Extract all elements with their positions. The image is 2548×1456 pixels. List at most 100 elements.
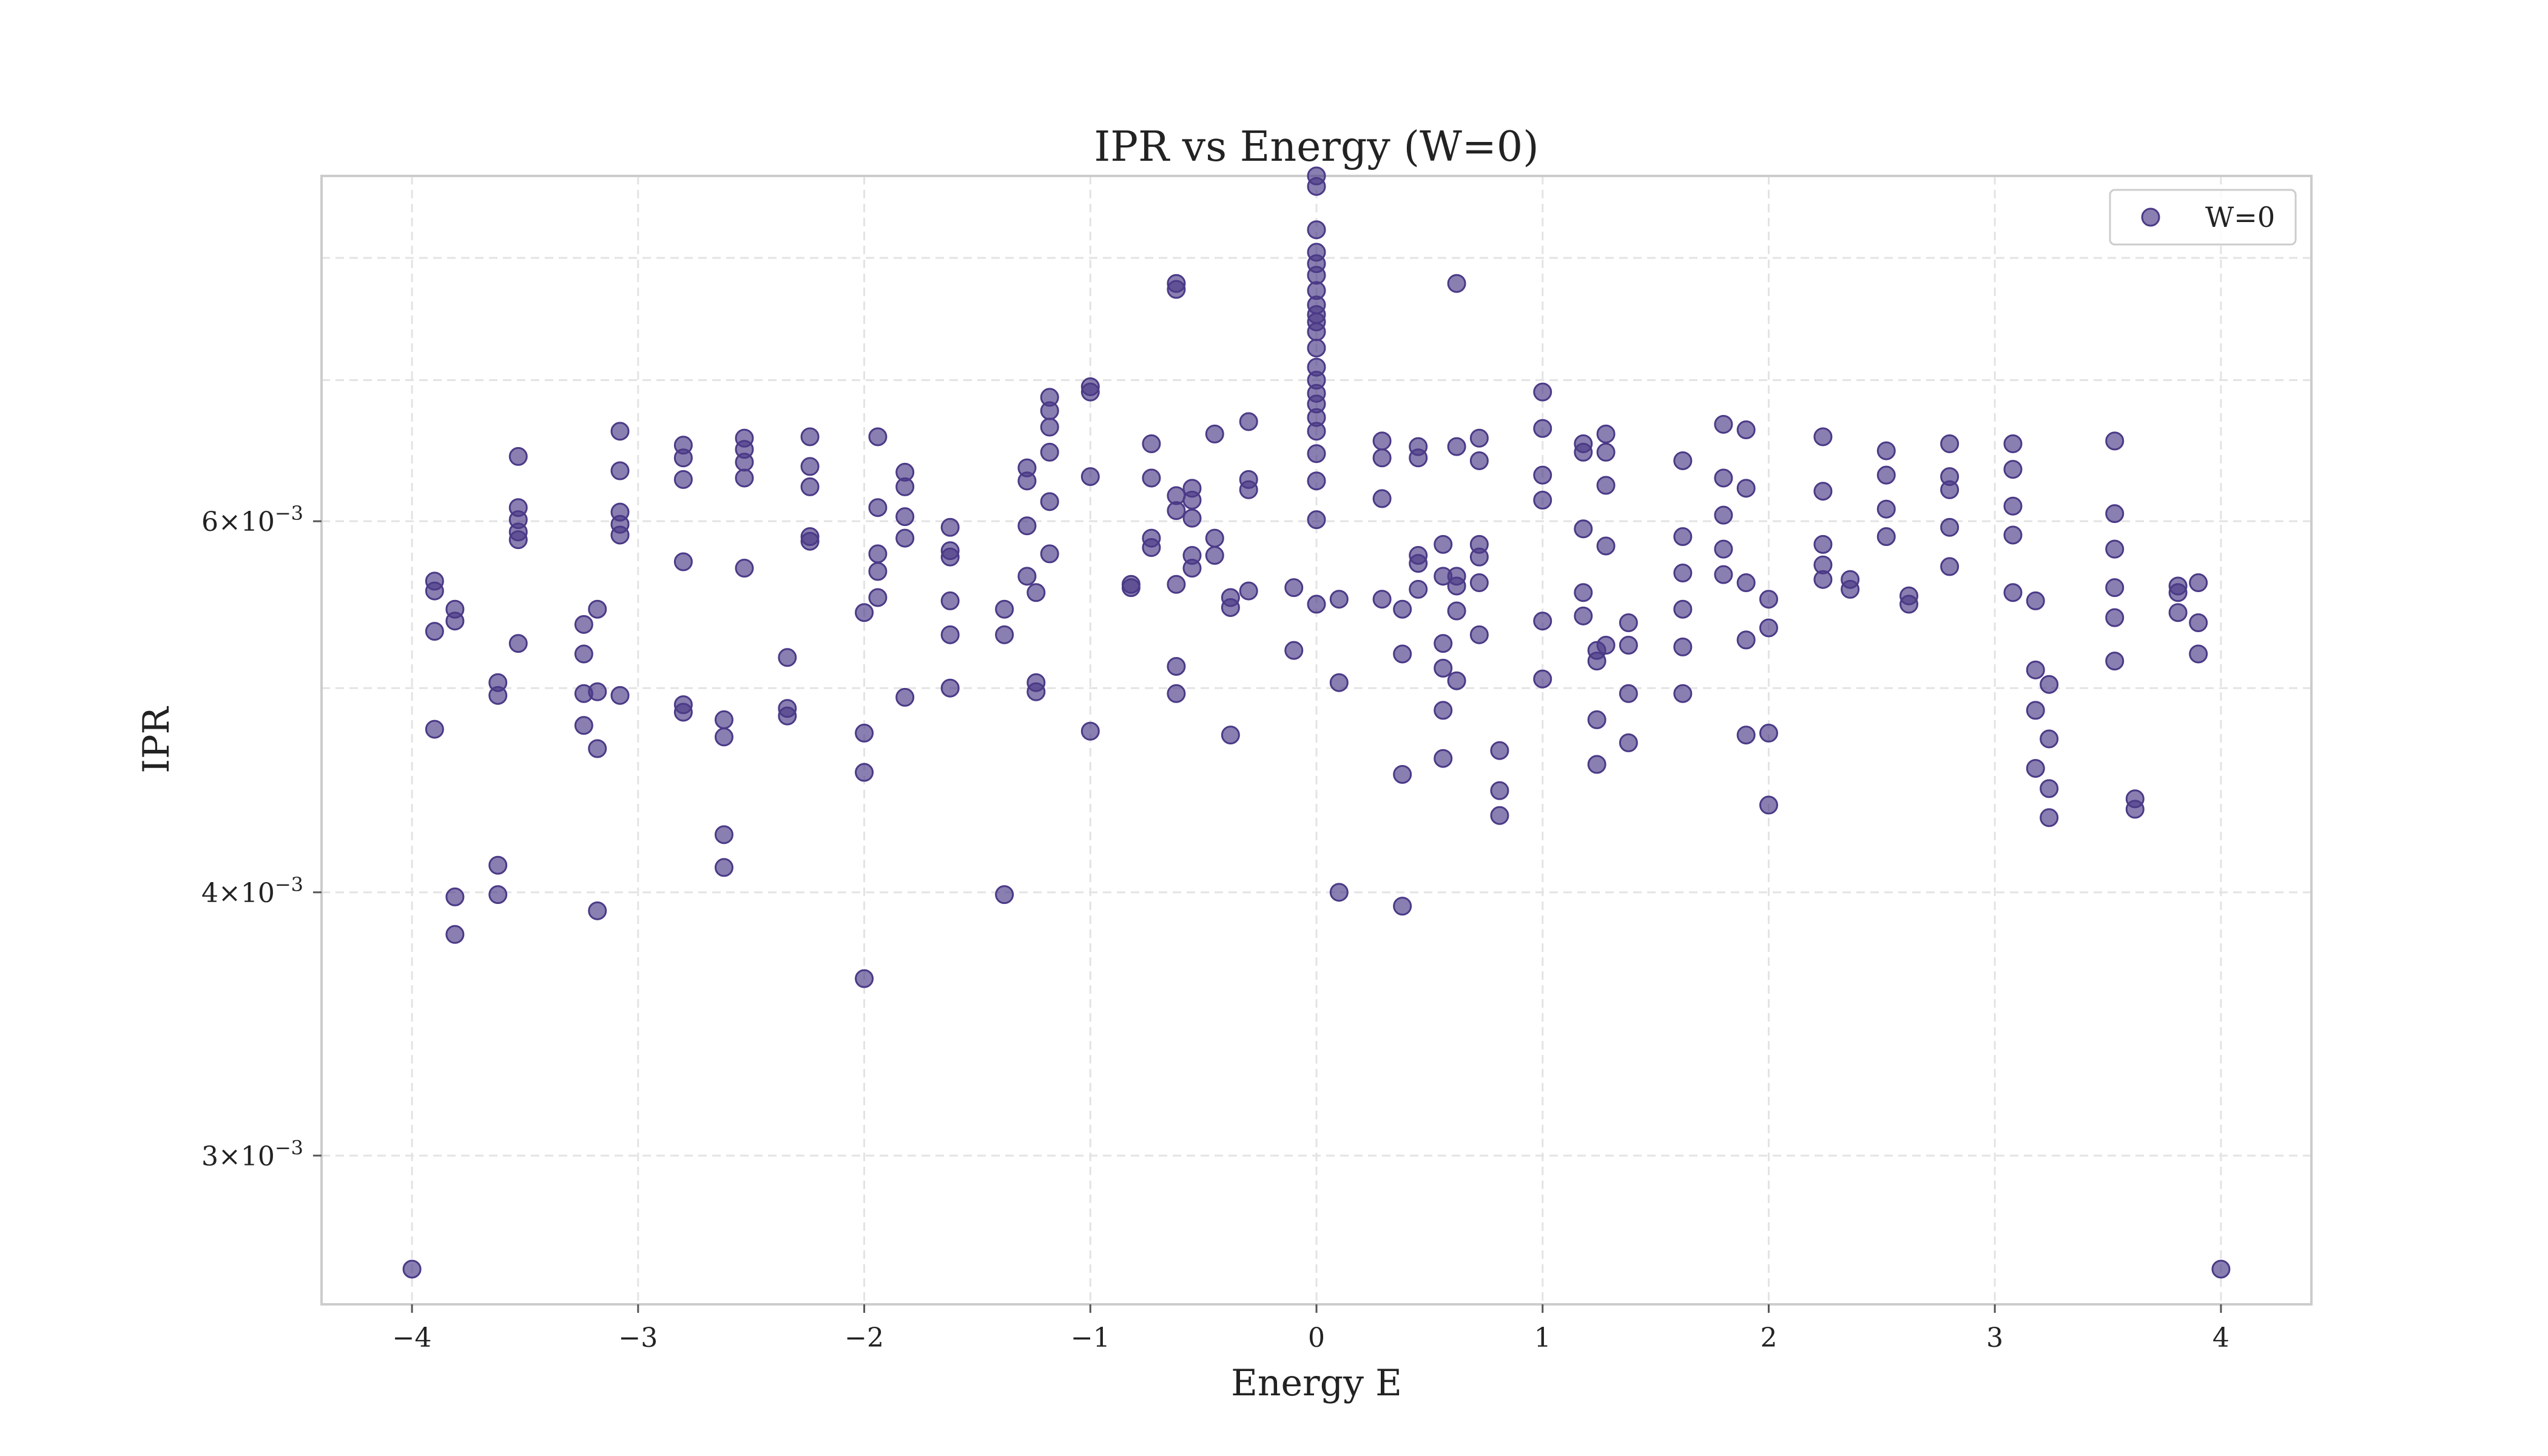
data-point	[735, 468, 754, 488]
data-point	[778, 706, 797, 726]
data-point	[1167, 656, 1186, 676]
data-point	[1409, 448, 1428, 468]
data-point	[1329, 883, 1349, 902]
data-point	[1736, 630, 1756, 650]
y-tick-exponent: −3	[275, 873, 303, 896]
data-point	[1876, 499, 1896, 519]
x-tick-label: 1	[1534, 1323, 1551, 1353]
data-point	[1239, 581, 1258, 601]
data-point	[1736, 573, 1756, 593]
data-point	[1587, 755, 1606, 774]
data-point	[1447, 437, 1466, 456]
data-point	[1490, 781, 1509, 800]
data-point	[2105, 608, 2125, 627]
y-axis-ticks: 3×10−34×10−36×10−3	[201, 502, 322, 1172]
data-point	[2026, 660, 2045, 679]
data-point	[1469, 428, 1489, 448]
data-point	[1759, 795, 1778, 815]
data-point	[1221, 598, 1240, 617]
x-tick-label: 0	[1308, 1323, 1325, 1353]
data-point	[1673, 684, 1693, 703]
data-point	[2003, 460, 2023, 479]
data-point	[1307, 422, 1326, 441]
data-point	[1759, 723, 1778, 743]
data-point	[1409, 579, 1428, 599]
x-tick-label: −4	[393, 1323, 432, 1353]
data-point	[2026, 591, 2045, 610]
data-point	[2105, 539, 2125, 559]
data-point	[1813, 427, 1833, 447]
data-point	[1372, 590, 1392, 609]
data-point	[1533, 669, 1552, 689]
y-tick-label: 4×10−3	[201, 873, 303, 909]
data-point	[1596, 442, 1616, 462]
data-point	[1329, 673, 1349, 692]
data-point	[1307, 444, 1326, 463]
data-point	[1759, 618, 1778, 638]
data-point	[1434, 701, 1453, 720]
data-point	[1940, 557, 1960, 576]
data-point	[425, 720, 444, 739]
data-point	[895, 528, 915, 548]
y-tick-mantissa: 3	[201, 1141, 218, 1172]
data-point	[940, 625, 960, 644]
data-point	[2189, 613, 2208, 633]
data-point	[2003, 525, 2023, 545]
data-point	[610, 422, 630, 441]
data-point	[1574, 519, 1593, 539]
data-point	[800, 427, 820, 447]
data-point	[1182, 490, 1202, 510]
data-point	[2168, 583, 2188, 602]
data-point	[2105, 431, 2125, 451]
data-point	[1469, 573, 1489, 593]
data-point	[714, 858, 733, 877]
data-point	[588, 901, 607, 920]
data-point	[673, 703, 693, 722]
data-point	[1026, 682, 1046, 701]
data-point	[2040, 779, 2059, 798]
data-point	[1813, 570, 1833, 589]
data-point	[1533, 490, 1552, 510]
data-point	[673, 448, 693, 468]
data-point	[1409, 554, 1428, 573]
data-point	[508, 634, 528, 653]
data-point	[1714, 565, 1733, 584]
data-point	[995, 625, 1014, 644]
data-point	[1040, 417, 1059, 437]
data-point	[673, 552, 693, 571]
data-point	[1619, 733, 1638, 752]
data-point	[2125, 800, 2145, 819]
data-point	[1876, 527, 1896, 547]
data-point	[610, 461, 630, 480]
data-point	[714, 825, 733, 844]
data-point	[1017, 471, 1037, 491]
data-point	[855, 969, 874, 988]
data-point	[1205, 546, 1224, 565]
data-point	[2189, 573, 2208, 593]
data-point	[1434, 749, 1453, 768]
data-point	[1434, 658, 1453, 678]
data-point	[1040, 442, 1059, 462]
data-point	[940, 678, 960, 698]
data-point	[1307, 322, 1326, 342]
y-tick-base: ×10	[218, 1141, 275, 1172]
data-point	[1533, 612, 1552, 631]
data-point	[1239, 412, 1258, 431]
y-tick-exponent: −3	[275, 502, 303, 525]
data-point	[1142, 538, 1161, 558]
data-point	[1736, 726, 1756, 745]
legend-frame	[2109, 189, 2297, 246]
data-point	[1533, 382, 1552, 402]
data-point	[1596, 476, 1616, 495]
data-point	[1587, 652, 1606, 671]
data-point	[1393, 644, 1412, 664]
data-point	[1714, 468, 1733, 488]
x-tick-label: 3	[1986, 1323, 2003, 1353]
data-point	[425, 581, 444, 601]
data-point	[1434, 534, 1453, 554]
chart-title: IPR vs Energy (W=0)	[1094, 123, 1539, 171]
data-point	[2026, 701, 2045, 720]
data-point	[1714, 414, 1733, 434]
data-point	[1596, 536, 1616, 556]
